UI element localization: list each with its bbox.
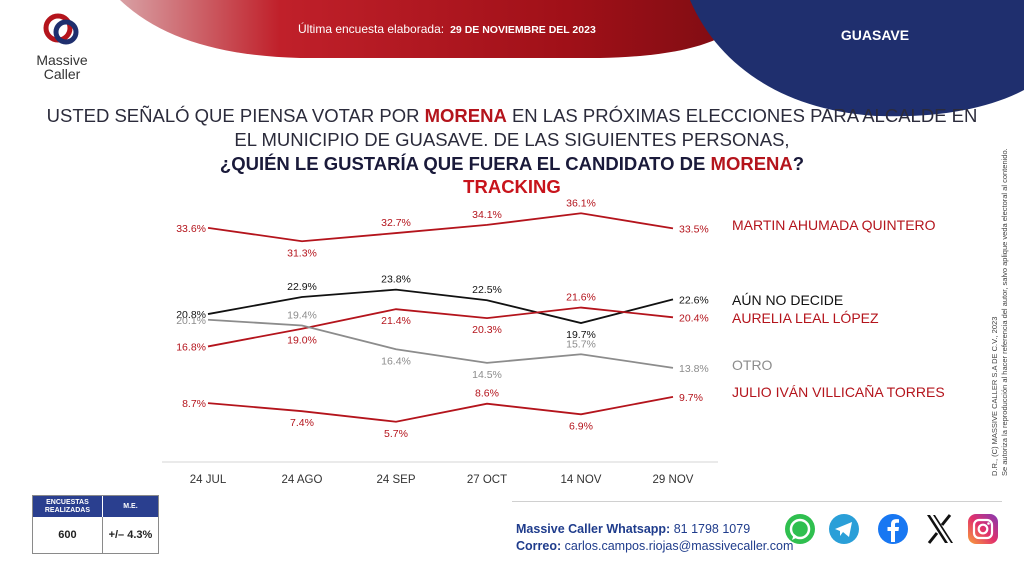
survey-date: 29 DE NOVIEMBRE DEL 2023: [450, 24, 596, 36]
region-label: GUASAVE: [840, 27, 910, 43]
legend-entry: MARTIN AHUMADA QUINTERO: [732, 217, 936, 233]
whatsapp-label: Massive Caller Whatsapp:: [516, 522, 671, 536]
whatsapp-number[interactable]: 81 1798 1079: [673, 522, 751, 536]
sample-value: 600: [33, 517, 103, 553]
sample-header: ENCUESTAS REALIZADAS: [33, 496, 103, 517]
legend-entry: AURELIA LEAL LÓPEZ: [732, 310, 879, 326]
telegram-icon[interactable]: [827, 512, 861, 546]
series-line-2: [207, 306, 674, 348]
margin-value: +/– 4.3%: [108, 529, 153, 541]
copyright-line2: Se autoriza la reproducción al hacer ref…: [1000, 148, 1009, 476]
facebook-icon[interactable]: [876, 512, 910, 546]
question-line3: ¿QUIÉN LE GUSTARÍA QUE FUERA EL CANDIDAT…: [40, 152, 984, 176]
data-label: 13.8%: [679, 363, 709, 375]
data-label: 22.6%: [679, 294, 709, 306]
series-line-3: [207, 318, 674, 369]
data-label: 6.9%: [569, 420, 593, 432]
x-tick-label: 14 NOV: [561, 474, 602, 486]
logo-line2: Caller: [43, 66, 81, 82]
data-label: 8.7%: [182, 398, 206, 410]
contact-block: Massive Caller Whatsapp: 81 1798 1079 Co…: [516, 521, 793, 555]
data-label: 36.1%: [566, 197, 596, 209]
data-label: 21.6%: [566, 292, 596, 304]
question-line1: USTED SEÑALÓ QUE PIENSA VOTAR POR MORENA…: [40, 104, 984, 128]
legend-entry: AÚN NO DECIDE: [732, 292, 843, 308]
data-label: 19.0%: [287, 335, 317, 347]
data-label: 16.4%: [381, 355, 411, 367]
x-tick-label: 29 NOV: [653, 474, 694, 486]
data-label: 20.3%: [472, 324, 502, 336]
party-name-2: MORENA: [710, 153, 793, 174]
email-label: Correo:: [516, 539, 562, 553]
survey-date-text: Última encuesta elaborada: 29 DE NOVIEMBR…: [298, 22, 596, 36]
data-label: 34.1%: [472, 209, 502, 221]
copyright-line1: D.R., (C) MASSIVE CALLER S.A DE C.V., 20…: [990, 316, 999, 476]
copyright-note: D.R., (C) MASSIVE CALLER S.A DE C.V., 20…: [990, 148, 1010, 476]
data-label: 20.4%: [679, 312, 709, 324]
data-label: 21.4%: [381, 315, 411, 327]
data-label: 16.8%: [176, 341, 206, 353]
question-text-c: ¿QUIÉN LE GUSTARÍA QUE FUERA EL CANDIDAT…: [219, 153, 711, 174]
data-label: 22.9%: [287, 281, 317, 293]
email-address[interactable]: carlos.campos.riojas@massivecaller.com: [564, 539, 794, 553]
data-label: 8.6%: [475, 388, 499, 400]
data-label: 9.7%: [679, 392, 703, 404]
data-label: 7.4%: [290, 417, 314, 429]
legend-entry: JULIO IVÁN VILLICAÑA TORRES: [732, 384, 945, 400]
data-label: 23.8%: [381, 274, 411, 286]
data-label: 32.7%: [381, 217, 411, 229]
survey-label: Última encuesta elaborada:: [298, 22, 445, 36]
data-label: 19.4%: [287, 309, 317, 321]
question-text-b: EN LAS PRÓXIMAS ELECCIONES PARA ALCALDE …: [506, 105, 978, 126]
series-line-0: [207, 212, 674, 243]
margin-header: M.E.: [123, 502, 138, 510]
legend-entry: OTRO: [732, 357, 773, 373]
series-line-4: [207, 395, 674, 423]
question-block: USTED SEÑALÓ QUE PIENSA VOTAR POR MORENA…: [40, 104, 984, 198]
x-tick-label: 27 OCT: [467, 474, 507, 486]
tracking-title: TRACKING: [463, 176, 561, 197]
logo-icon: [43, 13, 79, 45]
data-label: 14.5%: [472, 369, 502, 381]
data-label: 33.6%: [176, 223, 206, 235]
data-label: 5.7%: [384, 428, 408, 440]
x-tick-label: 24 JUL: [190, 474, 227, 486]
logo: Massive Caller: [22, 12, 102, 81]
footer-divider: [512, 501, 1002, 502]
data-label: 15.7%: [566, 338, 596, 350]
x-icon[interactable]: [922, 512, 956, 546]
data-label: 31.3%: [287, 247, 317, 259]
x-tick-label: 24 SEP: [377, 474, 416, 486]
series-line-1: [207, 288, 674, 324]
data-label: 22.5%: [472, 284, 502, 296]
instagram-icon[interactable]: [966, 512, 1000, 546]
data-label: 19.7%: [566, 329, 596, 341]
whatsapp-icon[interactable]: [783, 512, 817, 546]
logo-line1: Massive: [36, 52, 88, 68]
x-tick-label: 24 AGO: [282, 474, 323, 486]
data-label: 20.1%: [176, 315, 206, 327]
party-name: MORENA: [424, 105, 507, 126]
question-line2: EL MUNICIPIO DE GUASAVE. DE LAS SIGUIENT…: [234, 129, 790, 150]
data-label: 20.8%: [176, 309, 206, 321]
data-label: 33.5%: [679, 223, 709, 235]
sample-table: ENCUESTAS REALIZADAS M.E. 600 +/– 4.3%: [32, 495, 159, 554]
question-text-a: USTED SEÑALÓ QUE PIENSA VOTAR POR: [46, 105, 425, 126]
question-mark: ?: [792, 153, 805, 174]
